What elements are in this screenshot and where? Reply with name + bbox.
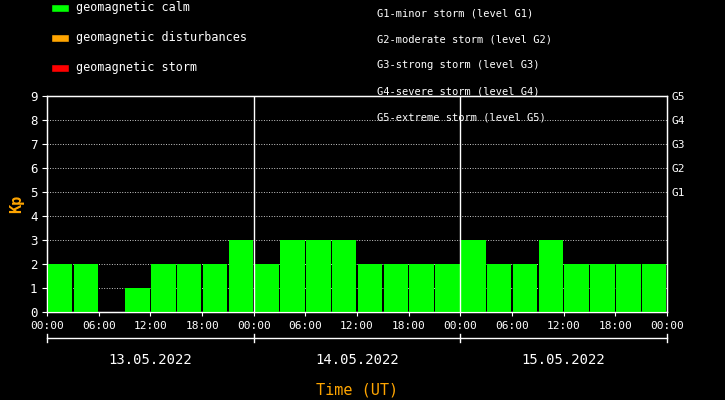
Bar bbox=[125, 288, 150, 312]
Text: geomagnetic disturbances: geomagnetic disturbances bbox=[76, 32, 247, 44]
Bar bbox=[203, 264, 227, 312]
Bar bbox=[357, 264, 382, 312]
Text: geomagnetic storm: geomagnetic storm bbox=[76, 62, 197, 74]
Text: 15.05.2022: 15.05.2022 bbox=[522, 353, 605, 367]
Bar bbox=[487, 264, 511, 312]
Bar bbox=[539, 240, 563, 312]
Bar bbox=[48, 264, 72, 312]
Bar bbox=[435, 264, 460, 312]
Bar bbox=[228, 240, 253, 312]
Bar bbox=[254, 264, 279, 312]
Bar bbox=[177, 264, 202, 312]
Bar bbox=[616, 264, 640, 312]
Bar bbox=[513, 264, 537, 312]
Y-axis label: Kp: Kp bbox=[9, 195, 25, 213]
Text: G3-strong storm (level G3): G3-strong storm (level G3) bbox=[377, 60, 539, 70]
Bar bbox=[590, 264, 615, 312]
Text: 13.05.2022: 13.05.2022 bbox=[109, 353, 192, 367]
Bar bbox=[384, 264, 408, 312]
Bar bbox=[281, 240, 304, 312]
Bar bbox=[564, 264, 589, 312]
Text: 14.05.2022: 14.05.2022 bbox=[315, 353, 399, 367]
Text: G2-moderate storm (level G2): G2-moderate storm (level G2) bbox=[377, 34, 552, 44]
Text: G4-severe storm (level G4): G4-severe storm (level G4) bbox=[377, 86, 539, 96]
Bar bbox=[642, 264, 666, 312]
Text: geomagnetic calm: geomagnetic calm bbox=[76, 2, 190, 14]
Text: G5-extreme storm (level G5): G5-extreme storm (level G5) bbox=[377, 112, 546, 122]
Bar bbox=[74, 264, 98, 312]
Bar bbox=[151, 264, 175, 312]
Bar bbox=[461, 240, 486, 312]
Bar bbox=[332, 240, 357, 312]
Text: Time (UT): Time (UT) bbox=[316, 382, 398, 398]
Bar bbox=[410, 264, 434, 312]
Text: G1-minor storm (level G1): G1-minor storm (level G1) bbox=[377, 8, 534, 18]
Bar bbox=[306, 240, 331, 312]
